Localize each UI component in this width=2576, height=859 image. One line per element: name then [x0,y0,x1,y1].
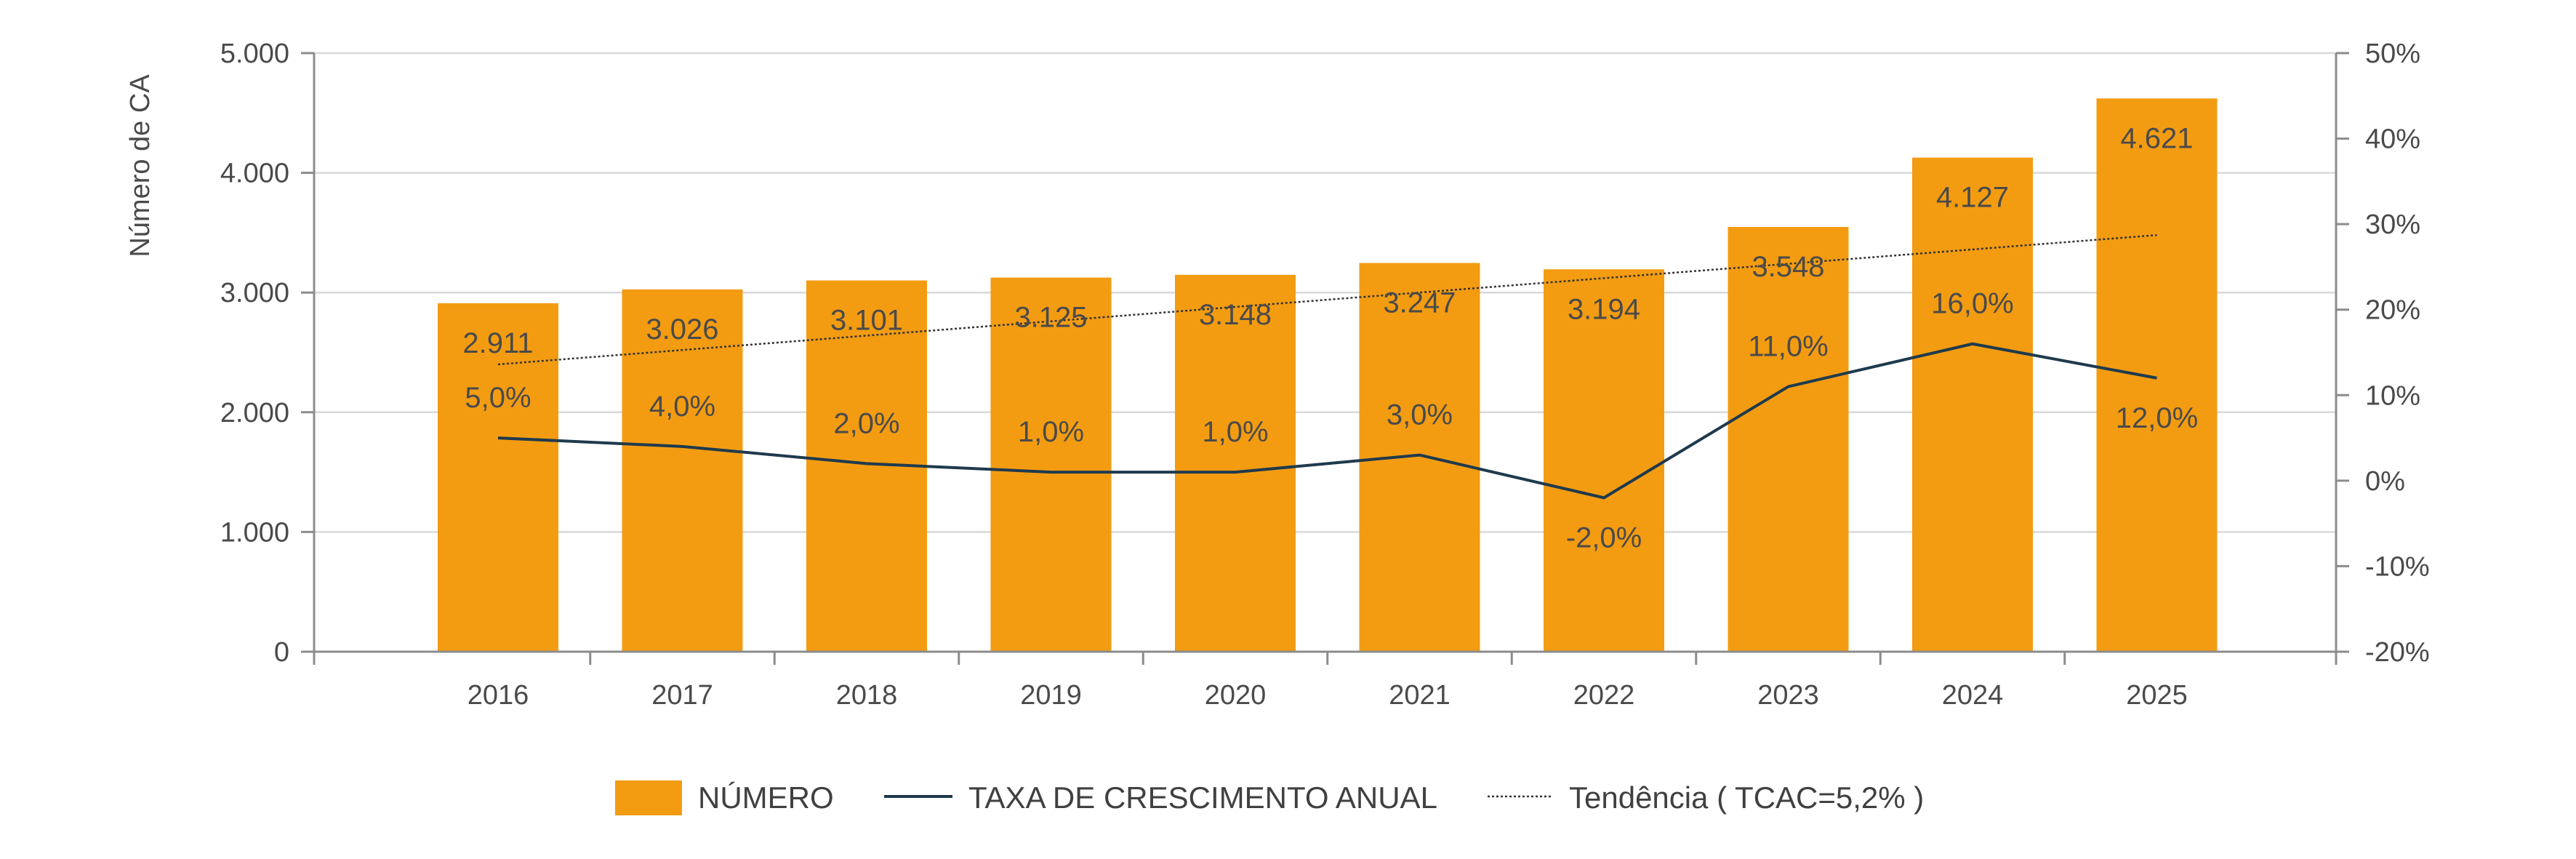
bar-2024 [1912,157,2033,652]
left-tick-label: 0 [274,637,289,668]
bar-value-label: 3.194 [1568,293,1640,325]
growth-rate-label: 16,0% [1931,288,2013,320]
bar-value-label: 4.127 [1936,182,2009,214]
bar-2021 [1359,263,1480,652]
bar-value-label: 3.125 [1014,302,1087,334]
right-tick-label: 10% [2365,380,2420,411]
x-tick-label-2019: 2019 [1020,680,1082,711]
growth-rate-label: 5,0% [465,382,531,414]
x-tick-label-2018: 2018 [836,680,898,711]
right-tick-label: 20% [2365,295,2420,326]
legend: NÚMERO TAXA DE CRESCIMENTO ANUAL Tendênc… [615,780,1924,815]
right-tick-label: 30% [2365,209,2420,240]
right-tick-label: -20% [2365,637,2430,668]
bar-value-label: 3.148 [1199,299,1272,331]
growth-rate-label: 4,0% [649,391,715,423]
bar-2025 [2096,98,2218,652]
growth-rate-label: 12,0% [2116,402,2198,434]
x-tick-label-2022: 2022 [1573,680,1635,711]
trend-line [497,233,2157,366]
growth-rate-label: 3,0% [1387,399,1453,431]
bar-value-label: 3.101 [830,305,903,337]
bar-2023 [1728,226,1849,652]
bar-value-label: 3.026 [646,313,718,345]
left-tick-label: 5.000 [220,39,289,69]
x-tick-label-2020: 2020 [1205,680,1267,711]
legend-label-tendencia: Tendência ( TCAC=5,2% ) [1569,780,1924,815]
bar-value-label: 2.911 [462,327,533,359]
bar-value-label: 3.247 [1383,287,1456,319]
line-series [497,342,2157,500]
right-tick-label: 40% [2365,124,2420,155]
legend-swatch-numero [615,780,682,815]
left-tick-label: 2.000 [220,398,289,428]
left-tick-label: 3.000 [220,278,289,308]
x-tick-label-2023: 2023 [1757,680,1819,711]
legend-label-numero: NÚMERO [698,780,834,815]
trend-series [497,233,2157,366]
growth-rate-label: 2,0% [833,407,899,439]
x-tick-label-2016: 2016 [468,680,529,711]
right-tick-label: 50% [2365,39,2420,69]
growth-rate-label: -2,0% [1566,522,1642,554]
bar-2022 [1544,269,1664,652]
legend-label-taxa: TAXA DE CRESCIMENTO ANUAL [968,780,1437,815]
x-tick-label-2025: 2025 [2126,680,2188,711]
bar-2020 [1175,274,1296,652]
bar-2019 [990,277,1112,652]
growth-rate-label: 1,0% [1202,416,1268,448]
growth-rate-line [497,342,2157,500]
left-axis-title: Número de CA [125,74,156,257]
x-tick-label-2017: 2017 [651,680,713,711]
right-tick-label: -10% [2365,551,2430,582]
left-tick-label: 1.000 [220,517,289,548]
growth-rate-label: 11,0% [1748,331,1828,363]
data-labels: 2.911 3.026 3.101 3.125 3.148 3.247 3.194 3.548… [462,122,2198,554]
left-tick-label: 4.000 [220,159,289,189]
right-tick-label: 0% [2365,466,2405,497]
x-tick-label-2021: 2021 [1389,680,1450,711]
growth-rate-label: 1,0% [1018,416,1084,448]
x-tick-label-2024: 2024 [1942,680,2004,711]
bar-value-label: 3.548 [1752,251,1824,283]
bar-value-label: 4.621 [2120,122,2193,154]
axes: 0 1.000 2.000 3.000 4.000 5.000 -20% -10% 0% 10% 2… [220,39,2430,711]
